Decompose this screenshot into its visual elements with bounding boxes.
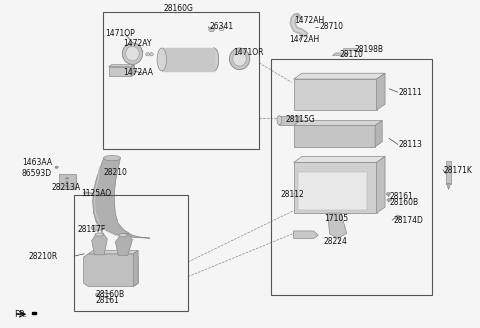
Bar: [294, 125, 375, 147]
Polygon shape: [109, 65, 134, 67]
Text: 28117F: 28117F: [77, 225, 106, 235]
Text: 28710: 28710: [319, 22, 343, 31]
Ellipse shape: [146, 52, 149, 56]
Text: 1472AA: 1472AA: [123, 68, 153, 77]
Polygon shape: [133, 251, 138, 286]
Bar: [74, 195, 188, 311]
Polygon shape: [294, 231, 318, 238]
Polygon shape: [376, 156, 385, 213]
Polygon shape: [294, 73, 385, 79]
Bar: [343, 48, 357, 50]
Bar: [279, 116, 298, 125]
Text: 1472AH: 1472AH: [289, 35, 319, 44]
Ellipse shape: [95, 233, 104, 236]
Text: 1125AO: 1125AO: [81, 189, 111, 198]
Text: 28161: 28161: [96, 296, 120, 305]
Polygon shape: [376, 73, 385, 110]
Ellipse shape: [296, 116, 300, 125]
Text: 28210: 28210: [103, 168, 127, 177]
Text: 28171K: 28171K: [444, 166, 473, 175]
Bar: [294, 162, 376, 213]
Polygon shape: [32, 312, 36, 314]
Polygon shape: [395, 215, 401, 219]
Polygon shape: [328, 213, 347, 238]
Ellipse shape: [104, 155, 120, 161]
Polygon shape: [294, 121, 382, 125]
Bar: [294, 79, 376, 110]
Text: 1463AA
86593D: 1463AA 86593D: [22, 158, 52, 178]
Text: FR.: FR.: [14, 310, 27, 319]
Text: 28160G: 28160G: [164, 4, 193, 13]
Ellipse shape: [446, 166, 451, 170]
Polygon shape: [88, 251, 138, 254]
Text: 28213A: 28213A: [52, 183, 81, 192]
Text: 1472AH: 1472AH: [295, 16, 325, 25]
Ellipse shape: [386, 193, 390, 196]
Bar: [103, 12, 259, 149]
Polygon shape: [333, 53, 349, 55]
Ellipse shape: [66, 181, 69, 183]
Ellipse shape: [66, 177, 69, 179]
Ellipse shape: [209, 27, 215, 32]
Bar: [109, 67, 132, 76]
Text: 28160B: 28160B: [96, 290, 125, 299]
Polygon shape: [92, 233, 108, 255]
Text: 28110: 28110: [339, 50, 363, 59]
Bar: [298, 172, 367, 210]
Polygon shape: [115, 233, 132, 256]
Text: 28210R: 28210R: [28, 252, 58, 261]
Ellipse shape: [55, 166, 58, 168]
Text: 28112: 28112: [280, 190, 304, 198]
Text: 1472AY: 1472AY: [123, 39, 152, 48]
Ellipse shape: [66, 185, 69, 187]
Polygon shape: [447, 184, 450, 190]
Ellipse shape: [119, 234, 127, 237]
Ellipse shape: [209, 48, 219, 71]
Ellipse shape: [96, 293, 100, 296]
Text: 1471OP: 1471OP: [105, 29, 135, 38]
Text: 17105: 17105: [324, 215, 348, 223]
Text: 26341: 26341: [209, 22, 233, 31]
Text: 28111: 28111: [399, 88, 422, 97]
Text: 28224: 28224: [324, 236, 348, 246]
Polygon shape: [375, 121, 382, 147]
Ellipse shape: [277, 116, 282, 125]
Ellipse shape: [122, 43, 143, 64]
Text: 28113: 28113: [399, 140, 423, 149]
Ellipse shape: [387, 199, 392, 201]
Polygon shape: [132, 65, 134, 76]
Text: 28198B: 28198B: [354, 45, 383, 53]
Polygon shape: [93, 157, 150, 238]
Bar: [271, 59, 432, 295]
Ellipse shape: [157, 48, 167, 71]
Polygon shape: [294, 156, 385, 162]
Bar: [446, 161, 451, 184]
Ellipse shape: [233, 51, 246, 66]
Text: 28161: 28161: [389, 192, 413, 201]
Ellipse shape: [91, 225, 105, 230]
Ellipse shape: [229, 48, 250, 70]
Ellipse shape: [84, 192, 87, 194]
Polygon shape: [84, 254, 138, 286]
Ellipse shape: [126, 47, 139, 61]
Text: 28160B: 28160B: [389, 198, 419, 207]
Text: 28115G: 28115G: [285, 115, 315, 124]
Bar: [59, 174, 75, 190]
Text: 1471OR: 1471OR: [233, 49, 264, 57]
Ellipse shape: [149, 52, 153, 56]
Text: 28174D: 28174D: [393, 216, 423, 225]
